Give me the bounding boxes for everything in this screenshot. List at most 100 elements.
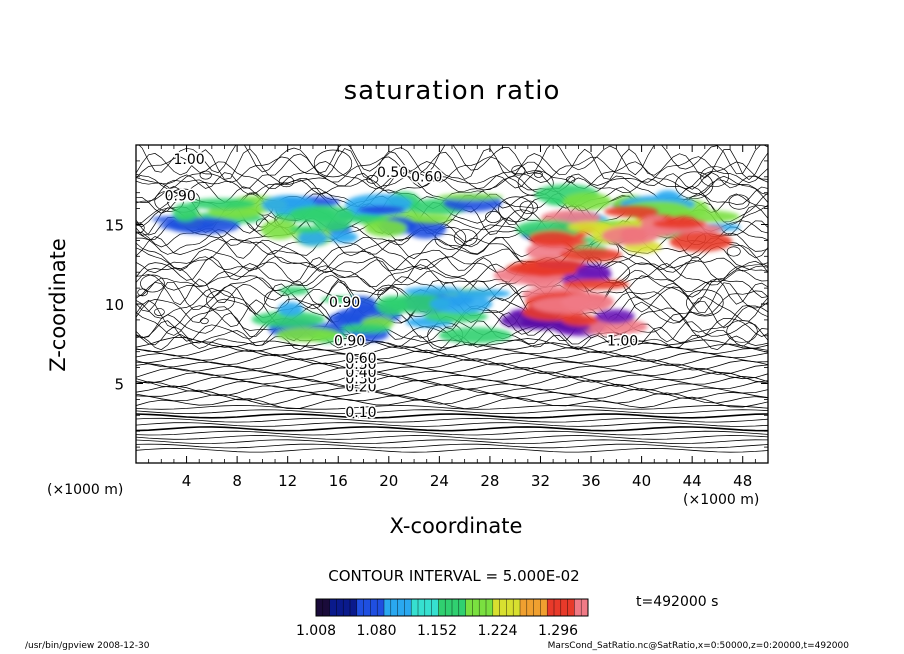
colorbar-cell [411,599,419,616]
contour-eddy [675,171,714,199]
contour-eddy [434,226,467,250]
contour-eddy [200,317,209,325]
contour-line [136,269,768,293]
shade-blob [340,323,392,333]
shade-blob [279,286,309,295]
colorbar-cell [322,599,331,616]
x-tick-label: 44 [683,472,702,490]
contour-line [136,256,768,284]
contour-line [136,388,768,401]
contour-line [136,358,768,371]
shaded-region [151,191,467,240]
y-tick-label: 15 [105,217,124,235]
colorbar-cell [513,599,521,616]
shade-blob [423,310,488,323]
shade-blob [260,219,298,240]
y-tick-label: 5 [114,376,124,394]
colorbar-cell [370,599,378,616]
contour-eddy [140,274,165,293]
shade-blob [559,248,622,262]
colorbar-cell [350,599,358,616]
contour-line [136,353,768,367]
contour-line [136,171,768,190]
contour-labels: 0.100.200.300.400.500.600.900.901.000.50… [163,151,640,423]
contour-eddy [534,171,543,178]
y-axis-label: Z-coordinate [46,238,70,372]
colorbar-cell [499,599,507,616]
shade-blob [251,311,326,328]
contour-eddy [264,290,290,309]
colorbar-cell [336,599,344,616]
contour-label: 0.50 [377,165,408,181]
shade-blob [166,217,240,234]
colorbar-cell [390,599,399,616]
contour-interval-text: CONTOUR INTERVAL = 5.000E-02 [328,567,580,585]
contour-line [136,371,768,384]
contour-eddy [366,175,379,184]
shade-blob [516,258,588,276]
colorbar-cell [384,599,392,616]
colorbar-cell [465,599,473,616]
x-tick-label: 20 [379,472,398,490]
shaded-region [515,206,733,262]
contour-line [136,280,768,315]
colorbar-cell [458,599,467,616]
contour-line [136,236,768,260]
time-label: t=492000 s [636,594,719,610]
colorbar-cell [533,599,541,616]
x-axis-ticks: 4 8 12 16 20 24 28 32 36 40 44 48 [148,145,756,490]
shade-blob [405,218,447,239]
shade-blob [412,213,453,224]
shaded-region [251,286,512,344]
contour-line [136,366,768,380]
shade-blob [652,219,707,229]
x-tick-label: 8 [232,472,242,490]
colorbar-tick-label: 1.080 [356,623,396,639]
contour-line [136,299,768,330]
contour-line [136,161,768,190]
colorbar-cell [567,599,575,616]
contour-eddy [726,246,741,257]
contour-eddy [566,176,576,184]
shade-blob [365,220,407,237]
contour-line [136,383,768,397]
colorbar-cell [329,599,337,616]
shade-blob [172,203,199,222]
contour-label: 0.20 [345,379,376,395]
colorbar-cell [547,599,555,616]
contour-eddy [199,170,212,180]
contour-line [136,245,768,272]
contour-line [136,413,768,419]
contour-eddy [511,165,526,176]
y-axis-ticks: 5 10 15 [105,160,768,448]
shade-blob [531,296,607,314]
contour-lines [136,145,768,453]
colorbar-cell [431,599,439,616]
contour-line [136,236,768,271]
shaded-supersaturation [151,184,741,344]
contour-label: 1.00 [174,152,205,168]
contour-eddy [726,320,758,343]
contour-line [136,375,768,388]
shade-blob [561,279,630,290]
contour-eddy [206,290,235,311]
contour-eddy [498,196,534,222]
colorbar-cell [404,599,412,616]
shade-blob [277,302,304,316]
colorbar-cell [397,599,405,616]
x-tick-label: 16 [329,472,348,490]
contour-eddy [313,149,353,178]
contour-eddy [700,166,729,188]
shade-blob [438,193,504,201]
shade-blob [438,327,512,344]
x-tick-label: 40 [632,472,651,490]
contour-label: 0.10 [345,405,376,421]
contour-line [136,435,768,440]
contour-line [136,379,768,393]
shade-blob [526,242,567,261]
contour-line [136,229,768,255]
contour-label: 0.90 [329,295,360,311]
shade-blob [297,230,328,247]
colorbar-cell [574,599,582,616]
